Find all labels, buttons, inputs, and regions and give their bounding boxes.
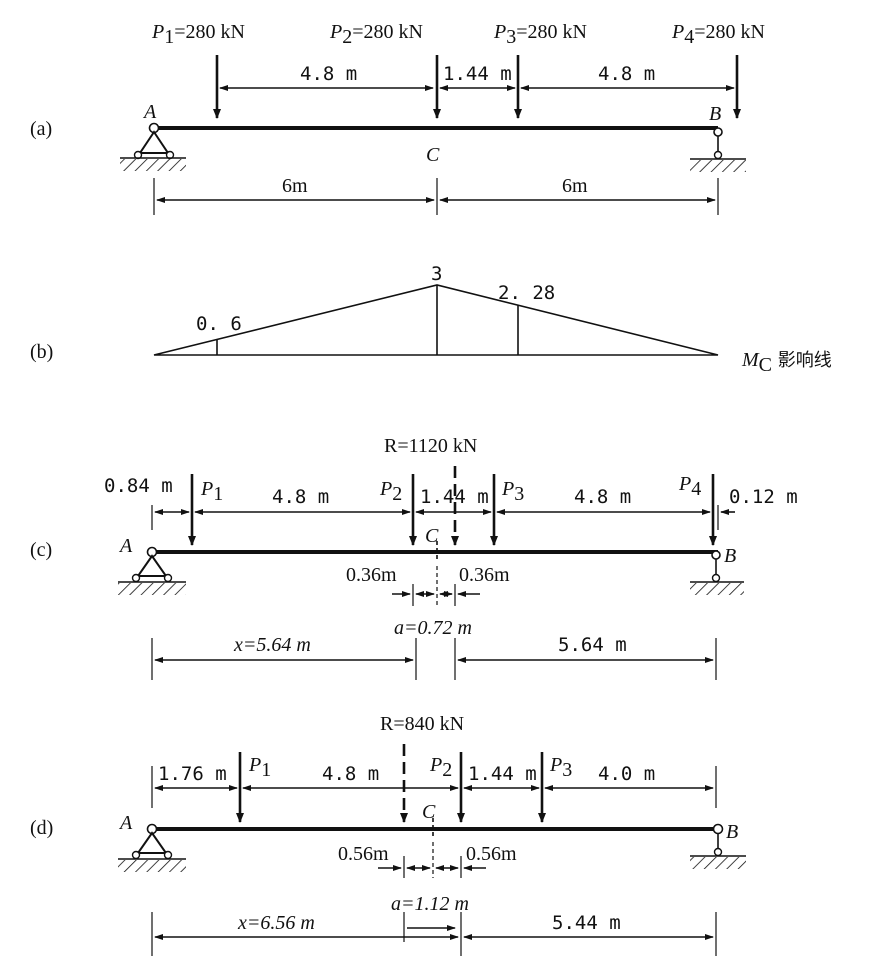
pin-support-d-a [118, 823, 186, 872]
load-label-c-p4: P4 [678, 473, 701, 500]
span-label-right: 6m [562, 175, 588, 197]
half-offset-c-left: 0.36m [346, 564, 397, 586]
load-label-c-p1: P1 [200, 478, 223, 505]
panel-d: (d) R=840 kN P1 P2 P3 1.76 m 4.8 m 1.44 … [30, 713, 746, 956]
influence-line-caption: MC 影响线 [741, 349, 832, 376]
resultant-label-d: R=840 kN [380, 713, 464, 735]
right-span-c: 5.64 m [558, 634, 627, 656]
support-label-b: B [709, 103, 721, 125]
x-value-c: x=5.64 m [233, 634, 311, 656]
half-offset-d-left: 0.56m [338, 843, 389, 865]
load-label-p3: P3=280 kN [493, 21, 587, 48]
load-label-p4: P4=280 kN [671, 21, 765, 48]
spacing-label-3: 4.8 m [598, 63, 655, 85]
load-label-c-p3: P3 [501, 478, 524, 505]
gap-label-c-left: 0.84 m [104, 475, 173, 497]
load-label-c-p2: P2 [379, 478, 402, 505]
influence-line-triangle [153, 284, 719, 356]
spacing-label-c-3: 4.8 m [574, 486, 631, 508]
gap-label-d-left: 1.76 m [158, 763, 227, 785]
spacing-label-d-3: 4.0 m [598, 763, 655, 785]
spacing-label-d-2: 1.44 m [468, 763, 537, 785]
pin-support-c-a [118, 546, 186, 595]
panel-label-c: (c) [30, 539, 52, 561]
right-span-d: 5.44 m [552, 912, 621, 934]
gap-label-c-right: 0.12 m [729, 486, 798, 508]
support-label-a: A [142, 101, 157, 123]
spacing-label-c-1: 4.8 m [272, 486, 329, 508]
half-offset-c-right: 0.36m [459, 564, 510, 586]
load-label-p1: P1=280 kN [151, 21, 245, 48]
panel-label-b: (b) [30, 341, 53, 363]
load-label-d-p1: P1 [248, 754, 271, 781]
x-value-d: x=6.56 m [237, 912, 315, 934]
ordinate-left-value: 0. 6 [196, 313, 242, 335]
ordinate-right-value: 2. 28 [498, 282, 555, 304]
a-value-c: a=0.72 m [394, 617, 472, 639]
roller-support-c-b [690, 550, 744, 595]
load-label-d-p2: P2 [429, 754, 452, 781]
half-offset-d-right: 0.56m [466, 843, 517, 865]
span-label-left: 6m [282, 175, 308, 197]
support-label-c-a: A [118, 535, 133, 557]
panel-label-d: (d) [30, 817, 53, 839]
spacing-label-1: 4.8 m [300, 63, 357, 85]
spacing-label-2: 1.44 m [443, 63, 512, 85]
load-label-p2: P2=280 kN [329, 21, 423, 48]
support-label-c-b: B [724, 545, 736, 567]
panel-label-a: (a) [30, 118, 52, 140]
support-label-d-b: B [726, 821, 738, 843]
point-label-c: C [426, 144, 440, 166]
a-value-d: a=1.12 m [391, 893, 469, 915]
resultant-label-c: R=1120 kN [384, 435, 477, 457]
support-label-d-a: A [118, 812, 133, 834]
spacing-label-d-1: 4.8 m [322, 763, 379, 785]
roller-support-d-b [690, 823, 746, 869]
panel-c: (c) R=1120 kN P1 P2 P3 P4 0.84 m 4.8 m 1… [30, 435, 798, 680]
panel-a: (a) P1=280 kN P2=280 kN P3=280 kN P4=280… [30, 21, 765, 215]
peak-value: 3 [431, 263, 442, 285]
point-label-d-c: C [422, 801, 436, 823]
point-label-c-c: C [425, 525, 439, 547]
spacing-label-c-2: 1.44 m [420, 486, 489, 508]
load-label-d-p3: P3 [549, 754, 572, 781]
roller-support-b [690, 127, 746, 172]
panel-b: (b) 3 0. 6 2. 28 MC 影响线 [30, 263, 832, 376]
pin-support-a [120, 122, 186, 171]
